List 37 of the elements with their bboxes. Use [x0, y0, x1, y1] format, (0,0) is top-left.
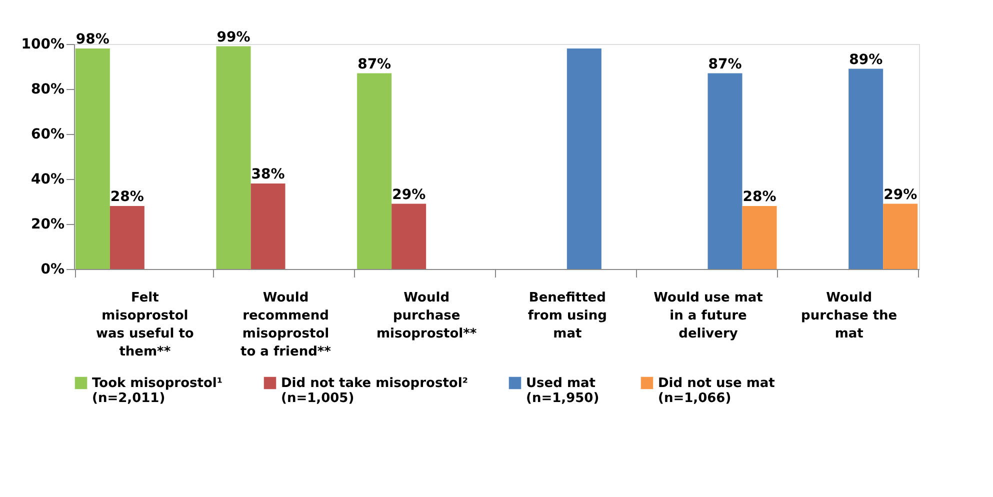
- bar: [848, 68, 884, 269]
- legend-label: Did not take misoprostol² (n=1,005): [281, 376, 468, 406]
- x-tick-label: Would purchase misoprostol**: [376, 290, 477, 342]
- bar: [357, 73, 392, 269]
- legend-label: Used mat (n=1,950): [526, 376, 600, 406]
- y-tick-label: 40%: [30, 172, 64, 188]
- x-tick-label: Benefitted from using mat: [528, 290, 607, 342]
- legend-label: Did not use mat (n=1,066): [658, 376, 775, 406]
- bar: [566, 48, 602, 269]
- x-tick-label: Would use mat in a future delivery: [654, 290, 763, 342]
- y-tick-label: 80%: [30, 82, 64, 98]
- legend-label: Took misoprostol¹ (n=2,011): [92, 376, 223, 406]
- bar: [110, 206, 144, 269]
- bar: [250, 184, 286, 269]
- data-label: 29%: [884, 186, 918, 203]
- y-tick-label: 100%: [21, 36, 64, 52]
- data-label: 28%: [742, 189, 776, 205]
- data-label: 87%: [358, 56, 392, 72]
- x-tick-label: Would purchase the mat: [801, 290, 898, 342]
- data-label: 87%: [708, 56, 742, 72]
- data-label: 28%: [110, 189, 144, 205]
- data-label: 98%: [76, 32, 110, 48]
- x-tick-label: Felt misoprostol was useful to them**: [96, 290, 194, 360]
- bar: [392, 204, 426, 269]
- y-tick-label: 60%: [30, 126, 64, 142]
- bar: [75, 48, 110, 269]
- bar: [742, 206, 777, 269]
- y-tick-label: 0%: [40, 262, 64, 278]
- x-tick-label: Would recommend misoprostol to a friend**: [240, 290, 332, 360]
- data-label: 89%: [849, 52, 883, 68]
- bar: [883, 204, 918, 269]
- data-label: 29%: [392, 186, 426, 203]
- y-tick-label: 20%: [30, 216, 64, 232]
- data-label: 99%: [216, 29, 250, 46]
- bar: [708, 73, 742, 269]
- bar: [216, 46, 251, 269]
- data-label: 38%: [251, 166, 285, 182]
